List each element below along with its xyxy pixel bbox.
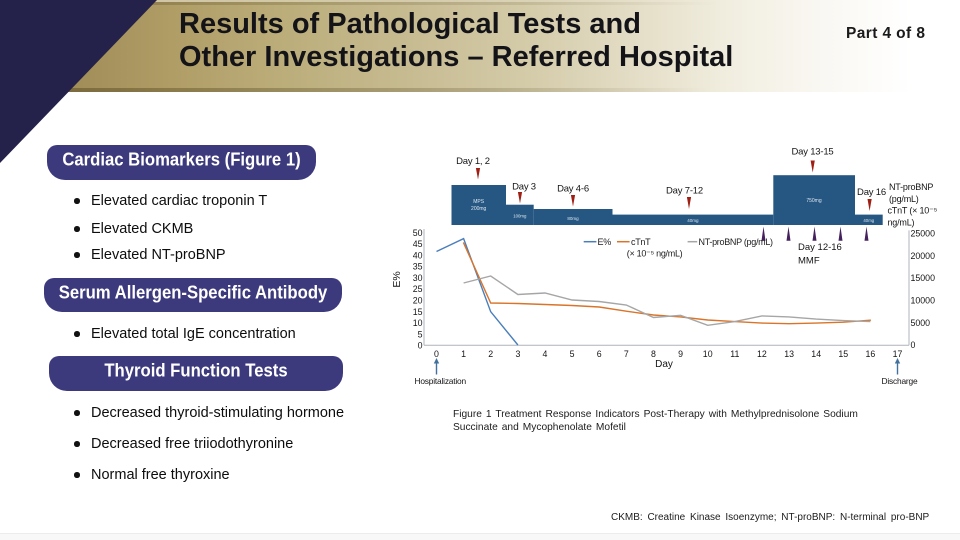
svg-text:E%: E% [391, 271, 403, 287]
svg-text:3: 3 [515, 349, 520, 359]
svg-text:Hospitalization: Hospitalization [415, 376, 467, 386]
svg-text:9: 9 [678, 349, 683, 359]
svg-text:750mg: 750mg [806, 198, 822, 204]
svg-text:25: 25 [413, 284, 423, 294]
svg-text:8: 8 [651, 349, 656, 359]
svg-text:7: 7 [624, 349, 629, 359]
svg-text:5: 5 [570, 349, 575, 359]
svg-text:cTnT (× 10⁻⁵: cTnT (× 10⁻⁵ [888, 205, 938, 215]
svg-text:100mg: 100mg [513, 214, 527, 219]
svg-text:14: 14 [811, 349, 821, 359]
svg-text:ng/mL): ng/mL) [888, 217, 915, 227]
svg-text:35: 35 [413, 262, 423, 272]
svg-text:13: 13 [784, 349, 794, 359]
svg-text:E%: E% [598, 237, 612, 247]
svg-text:40mg: 40mg [687, 218, 699, 223]
svg-text:16: 16 [866, 349, 876, 359]
svg-text:MMF: MMF [798, 256, 820, 267]
svg-text:15: 15 [838, 349, 848, 359]
svg-text:80mg: 80mg [567, 216, 579, 221]
svg-text:10000: 10000 [911, 296, 936, 306]
svg-text:15: 15 [413, 307, 423, 317]
svg-text:Day: Day [655, 359, 673, 370]
svg-text:40mg: 40mg [863, 218, 874, 223]
svg-text:Day 1, 2: Day 1, 2 [456, 156, 490, 167]
svg-text:Day 7-12: Day 7-12 [666, 186, 703, 197]
svg-text:20000: 20000 [911, 251, 936, 261]
svg-text:NT-proBNP (pg/mL): NT-proBNP (pg/mL) [699, 237, 774, 247]
svg-text:45: 45 [413, 239, 423, 249]
svg-text:0: 0 [911, 340, 916, 350]
svg-text:2: 2 [488, 349, 493, 359]
svg-text:(pg/mL): (pg/mL) [889, 194, 919, 204]
svg-text:12: 12 [757, 349, 767, 359]
svg-text:Day 3: Day 3 [512, 182, 536, 193]
svg-text:11: 11 [730, 349, 739, 359]
svg-text:200mg: 200mg [471, 206, 487, 212]
svg-text:Discharge: Discharge [882, 376, 918, 386]
svg-text:25000: 25000 [911, 229, 936, 239]
svg-text:6: 6 [597, 349, 602, 359]
svg-text:15000: 15000 [911, 273, 936, 283]
svg-text:4: 4 [543, 349, 548, 359]
svg-text:0: 0 [418, 341, 423, 351]
svg-text:10: 10 [703, 349, 713, 359]
svg-text:MPS: MPS [473, 199, 485, 205]
svg-text:17: 17 [893, 349, 903, 359]
svg-text:20: 20 [413, 296, 423, 306]
svg-text:1: 1 [461, 349, 466, 359]
svg-text:40: 40 [413, 250, 423, 260]
svg-text:0: 0 [434, 349, 439, 359]
svg-text:5000: 5000 [911, 318, 931, 328]
svg-text:Day 13-15: Day 13-15 [791, 147, 833, 158]
svg-text:Day 4-6: Day 4-6 [557, 184, 589, 195]
svg-text:30: 30 [413, 273, 423, 283]
svg-text:50: 50 [413, 228, 423, 238]
svg-text:(× 10⁻⁵ ng/mL): (× 10⁻⁵ ng/mL) [627, 249, 683, 259]
svg-text:Day 12-16: Day 12-16 [798, 242, 842, 253]
svg-text:Day 16: Day 16 [857, 187, 886, 198]
svg-text:NT-proBNP: NT-proBNP [889, 182, 933, 192]
svg-text:5: 5 [418, 329, 423, 339]
svg-text:10: 10 [413, 318, 423, 328]
svg-text:cTnT: cTnT [631, 237, 651, 247]
